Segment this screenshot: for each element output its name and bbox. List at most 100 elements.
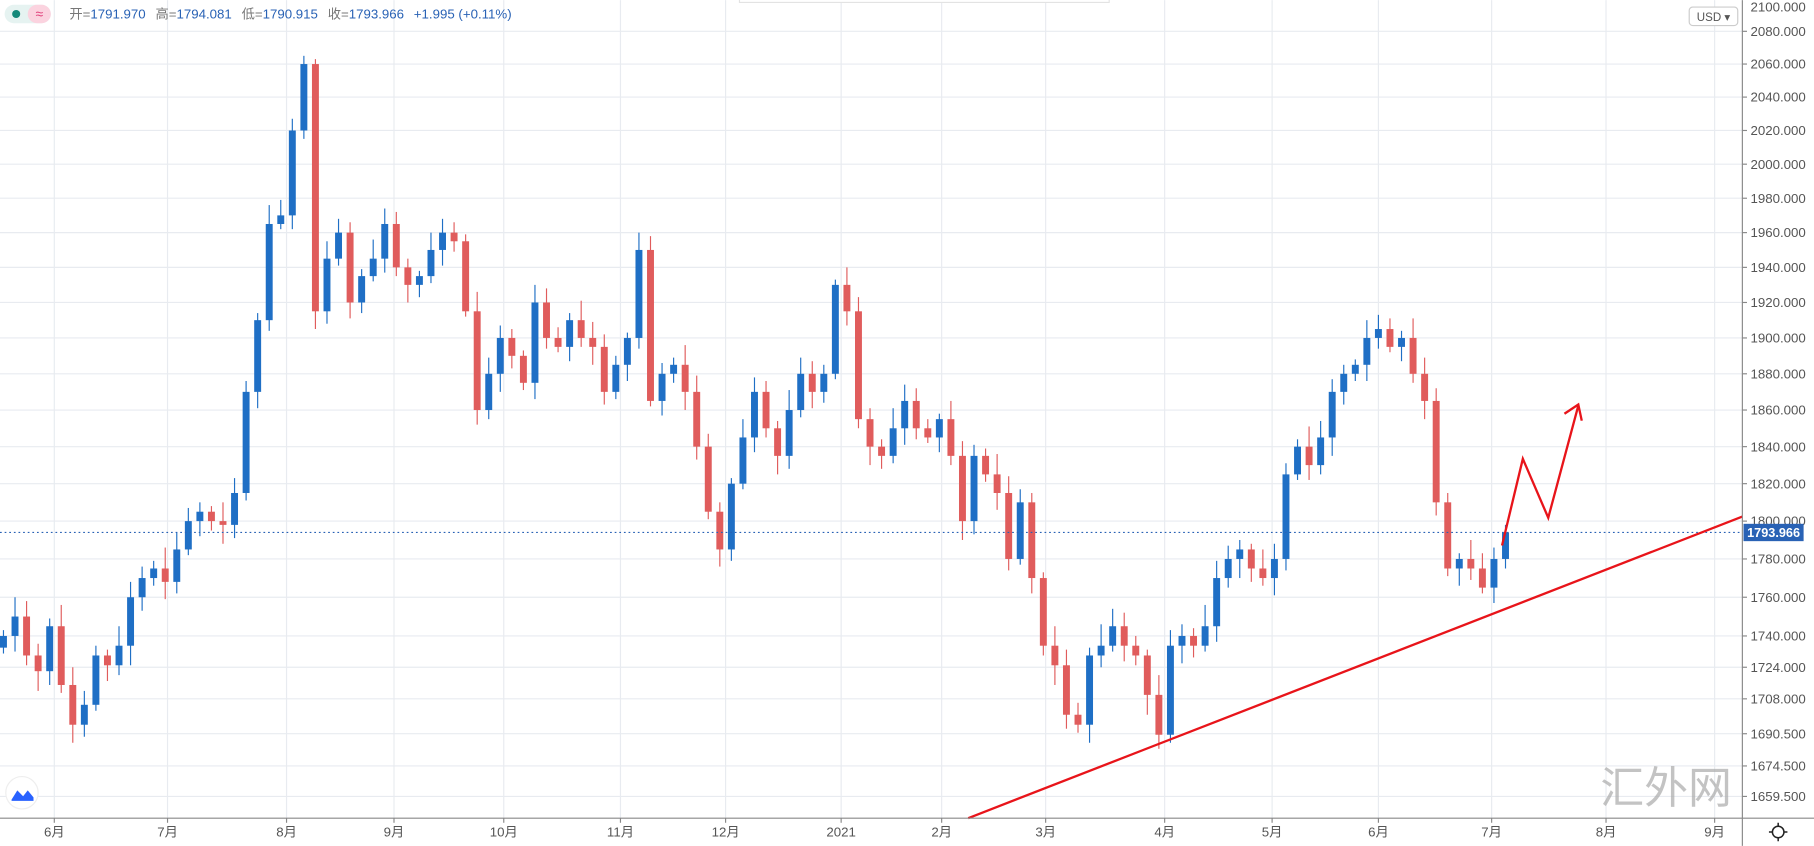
candle xyxy=(1051,626,1059,685)
candle xyxy=(1039,572,1047,656)
candle-body xyxy=(1109,626,1117,646)
candle-body xyxy=(1421,373,1429,401)
candle-body xyxy=(924,428,932,438)
candle-body xyxy=(115,645,123,666)
candle-body xyxy=(1490,558,1498,588)
candle-body xyxy=(1502,532,1509,559)
current-price-tag: 1793.966 xyxy=(1743,523,1804,542)
time-axis[interactable]: 6月 7月 8月 9月 10月 11月 12月 2021 2月 3月 4月 5月 6月 7月 8月 9月 xyxy=(44,818,1725,840)
candle xyxy=(554,327,562,353)
candle xyxy=(1478,553,1486,594)
candle-body xyxy=(658,373,666,401)
candle-body xyxy=(623,337,631,365)
candle xyxy=(1074,702,1082,733)
candle xyxy=(150,560,158,586)
candle xyxy=(358,269,366,314)
candle-body xyxy=(543,302,550,338)
candle xyxy=(381,208,389,273)
candle xyxy=(935,413,943,453)
price-axis[interactable]: 2100.000 2080.000 2060.000 2040.000 2020.000… xyxy=(1742,0,1806,804)
candle-body xyxy=(808,373,816,392)
candle-body xyxy=(958,455,966,522)
tradingview-logo-button[interactable] xyxy=(5,775,39,810)
currency-button[interactable]: USD ▾ xyxy=(1688,6,1739,27)
x-tick-label: 6月 xyxy=(1368,825,1389,840)
top-panel-edge xyxy=(738,0,1110,4)
y-tick-label: 1900.000 xyxy=(1750,331,1805,346)
candle-body xyxy=(427,249,435,277)
currency-label: USD ▾ xyxy=(1697,12,1731,24)
candle xyxy=(762,381,770,438)
high-value: 1794.081 xyxy=(176,7,231,22)
indicator-toggle[interactable] xyxy=(27,4,51,24)
x-tick-label: 7月 xyxy=(157,825,178,840)
candle xyxy=(92,645,100,711)
candle-body xyxy=(566,320,574,347)
candle-body xyxy=(716,511,724,550)
y-tick-label: 2020.000 xyxy=(1750,123,1805,138)
candle xyxy=(1097,624,1105,668)
candle xyxy=(335,218,343,266)
candle-body xyxy=(138,578,146,598)
candle xyxy=(855,297,862,429)
candle-body xyxy=(196,511,204,522)
candle-body xyxy=(1166,645,1174,735)
y-tick-label: 1960.000 xyxy=(1750,225,1805,240)
candle xyxy=(751,377,758,453)
change-value: +1.995 (+0.11%) xyxy=(414,7,512,22)
candle xyxy=(958,441,966,540)
candle-body xyxy=(34,655,42,672)
candle xyxy=(1421,357,1429,420)
candle-body xyxy=(843,284,851,312)
y-tick-label: 2080.000 xyxy=(1750,24,1805,39)
candle-body xyxy=(1432,400,1440,503)
candle xyxy=(704,433,712,520)
y-tick-label: 1880.000 xyxy=(1750,366,1805,381)
candle xyxy=(808,361,816,409)
y-tick-label: 1940.000 xyxy=(1750,260,1805,275)
y-tick-label: 2100.000 xyxy=(1750,0,1805,15)
candle-body xyxy=(231,492,239,525)
candle xyxy=(1178,624,1186,664)
y-tick-label: 1740.000 xyxy=(1750,629,1805,644)
candle-body xyxy=(820,373,828,392)
candle xyxy=(1398,330,1405,362)
y-tick-label: 2000.000 xyxy=(1750,157,1805,172)
candle-body xyxy=(1305,446,1313,466)
y-tick-label: 2060.000 xyxy=(1750,57,1805,72)
candle-body xyxy=(439,232,446,250)
candle xyxy=(1467,539,1475,580)
candle xyxy=(57,604,65,693)
candle xyxy=(69,667,77,743)
candle-body xyxy=(1201,626,1209,646)
candle-body xyxy=(323,258,331,312)
candle-body xyxy=(1051,645,1059,666)
grid xyxy=(0,0,1743,819)
candle xyxy=(103,649,111,682)
candle-body xyxy=(612,364,620,392)
candle xyxy=(797,357,805,418)
candle xyxy=(739,419,747,490)
projection-arrow[interactable] xyxy=(1500,405,1580,546)
trendline[interactable] xyxy=(967,515,1743,820)
candle xyxy=(1016,489,1024,565)
candle-body xyxy=(242,391,250,493)
candle-body xyxy=(80,704,88,725)
candle-body xyxy=(1086,655,1094,725)
candle xyxy=(681,345,689,411)
y-tick-label: 1920.000 xyxy=(1750,295,1805,310)
candle xyxy=(1201,604,1209,652)
x-tick-label: 9月 xyxy=(1704,825,1725,840)
current-price-value: 1793.966 xyxy=(1747,526,1800,540)
candle-body xyxy=(127,597,135,646)
candle xyxy=(1224,545,1232,588)
candle-body xyxy=(1328,391,1336,438)
series-dot-icon xyxy=(12,9,21,19)
settings-gear-icon[interactable] xyxy=(1768,822,1788,842)
low-value: 1790.915 xyxy=(263,7,318,22)
candle-body xyxy=(103,655,111,666)
x-tick-label: 7月 xyxy=(1481,825,1502,840)
candle-body xyxy=(300,64,308,131)
candle xyxy=(1143,649,1151,715)
